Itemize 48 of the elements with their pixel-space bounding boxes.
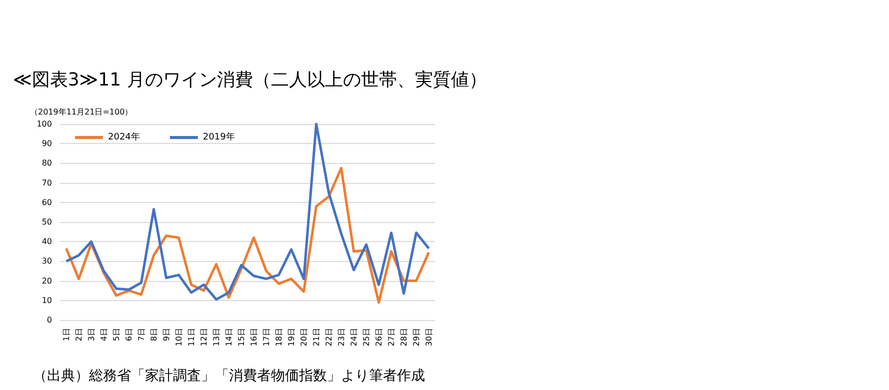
y-tick-label: 10 — [42, 296, 52, 305]
x-tick-label: 14日 — [224, 328, 234, 346]
y-tick-label: 40 — [42, 237, 52, 246]
x-tick-label: 7日 — [136, 328, 146, 342]
x-tick-label: 6日 — [124, 328, 134, 342]
x-tick-label: 17日 — [262, 328, 271, 346]
x-tick-label: 2日 — [74, 328, 84, 342]
x-tick-label: 9日 — [162, 328, 171, 342]
x-tick-label: 25日 — [362, 328, 371, 346]
line-series — [65, 166, 430, 304]
x-tick-label: 22日 — [324, 328, 334, 346]
text: （出典）総務省「家計調査」「消費者物価指数」より筆者作成 — [33, 368, 425, 384]
chart-title: ≪図表3≫11 月のワイン消費（二人以上の世帯、実質値） — [13, 70, 487, 90]
y-tick-label: 80 — [42, 158, 52, 168]
x-tick-label: 28日 — [399, 328, 408, 346]
y-tick-label: 70 — [42, 178, 52, 188]
line-series — [65, 122, 430, 301]
x-tick-label: 26日 — [374, 328, 384, 346]
x-tick-label: 19日 — [286, 328, 296, 346]
y-tick-label: 0 — [46, 316, 52, 324]
x-tick-label: 1日 — [62, 328, 71, 342]
x-tick-label: 12日 — [199, 328, 208, 346]
x-tick-label: 15日 — [236, 328, 246, 346]
y-tick-label: 100 — [36, 120, 52, 128]
x-tick-label: 10日 — [174, 328, 184, 346]
y-axis-title: （2019年11月21日=100） — [30, 108, 133, 116]
x-tick-label: 8日 — [149, 328, 158, 342]
x-tick-label: 11日 — [186, 328, 196, 346]
x-tick-label: 24日 — [349, 328, 358, 346]
y-tick-label: 20 — [42, 276, 52, 286]
y-tick-label: 50 — [42, 218, 52, 226]
x-tick-label: 27日 — [386, 328, 396, 346]
x-tick-label: 16日 — [249, 328, 258, 346]
x-tick-label: 20日 — [299, 328, 308, 346]
x-tick-label: 23日 — [336, 328, 346, 346]
legend-label: 2019年 — [202, 132, 235, 142]
x-tick-label: 13日 — [212, 328, 221, 346]
y-tick-label: 60 — [42, 198, 52, 207]
y-tick-label: 90 — [42, 139, 52, 148]
x-tick-label: 29日 — [412, 328, 421, 346]
y-tick-label: 30 — [42, 256, 52, 266]
legend-label: 2024年 — [108, 132, 140, 142]
x-tick-label: 4日 — [99, 328, 108, 342]
x-tick-label: 5日 — [112, 328, 121, 342]
x-tick-label: 3日 — [86, 328, 96, 342]
x-tick-label: 21日 — [312, 328, 321, 346]
x-tick-label: 18日 — [274, 328, 284, 346]
x-tick-label: 30日 — [424, 328, 434, 346]
